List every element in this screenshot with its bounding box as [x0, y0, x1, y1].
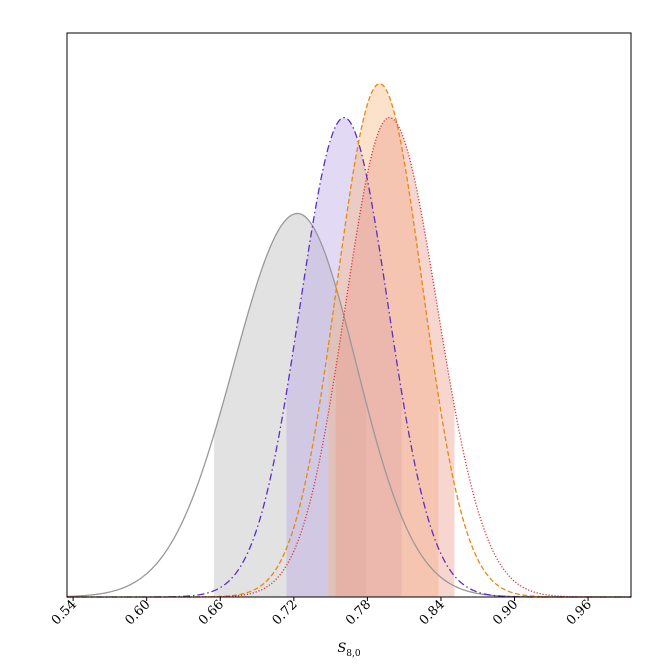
- plot-frame: [66, 32, 632, 598]
- credible-interval-fill-2: [286, 117, 402, 597]
- x-tick-label: 0.78: [343, 597, 374, 628]
- credible-interval-fill-3: [328, 83, 439, 597]
- x-axis-label-subscript: 8,0: [346, 649, 361, 659]
- x-tick-label: 0.66: [196, 597, 227, 628]
- x-axis-label-main: S: [337, 641, 346, 656]
- x-axis-label: S8,0: [337, 641, 360, 659]
- x-tick-label: 0.90: [490, 597, 521, 628]
- x-tick-label: 0.60: [122, 597, 153, 628]
- x-axis-ticks: 0.54 0.60 0.66 0.72 0.78 0.84 0.90 0.96: [49, 597, 595, 628]
- x-tick-label: 0.54: [49, 597, 80, 628]
- credible-interval-fills: [214, 83, 455, 598]
- x-tick-label: 0.72: [270, 597, 301, 628]
- posterior-curve-2: [67, 117, 631, 598]
- x-tick-label: 0.84: [417, 597, 448, 628]
- x-tick-label: 0.96: [564, 597, 595, 628]
- credible-interval-fill-1: [214, 213, 367, 598]
- credible-interval-fill-4: [335, 117, 455, 598]
